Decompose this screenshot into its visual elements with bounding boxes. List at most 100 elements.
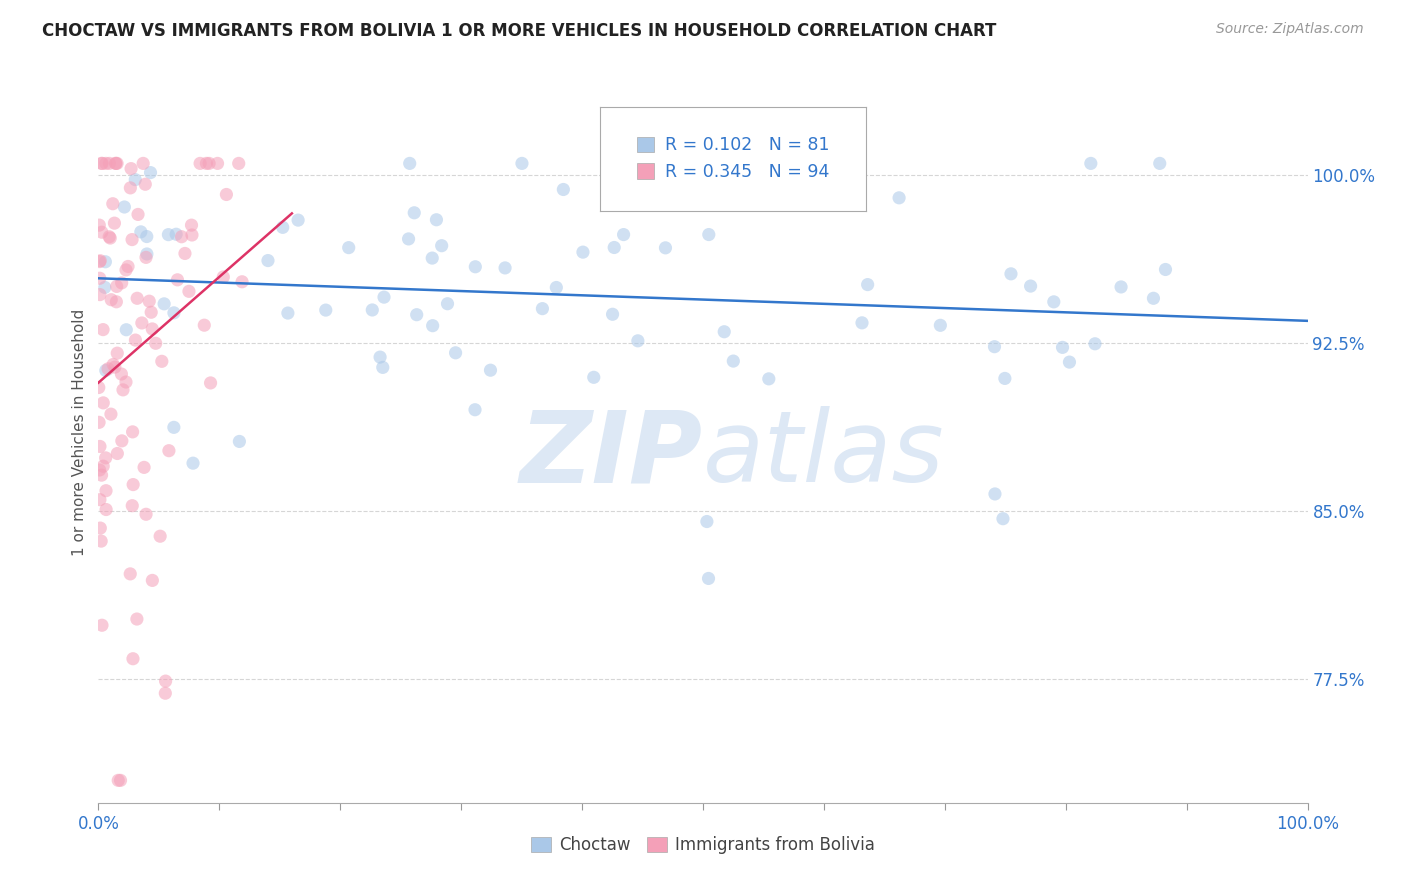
Point [89,254,111,268]
Point [1043,294,1066,309]
Point [405,308,427,322]
Point [697,227,720,242]
Point [127,291,149,305]
Text: atlas: atlas [703,407,945,503]
Point [404,206,426,220]
Point [124,172,146,186]
Point [89,492,111,507]
Point [174,246,197,260]
Point [89,253,111,268]
Point [287,213,309,227]
Point [94,502,117,516]
Point [127,207,149,221]
Point [851,316,873,330]
Point [105,346,128,360]
Point [198,156,221,170]
Point [94,450,117,465]
Point [228,156,250,170]
Text: CHOCTAW VS IMMIGRANTS FROM BOLIVIA 1 OR MORE VEHICLES IN HOUSEHOLD CORRELATION C: CHOCTAW VS IMMIGRANTS FROM BOLIVIA 1 OR … [42,22,997,40]
Point [215,187,238,202]
Point [546,280,568,294]
Point [105,156,128,170]
Point [425,212,447,227]
Point [257,253,280,268]
Point [141,305,163,319]
Point [112,200,135,214]
Point [89,463,111,477]
Point [141,322,163,336]
Point [135,229,157,244]
Point [887,191,910,205]
Point [110,367,132,381]
Point [100,293,122,307]
Point [100,407,122,421]
Point [91,459,114,474]
Point [180,218,202,232]
Point [464,402,486,417]
Point [1149,156,1171,170]
Point [758,372,780,386]
Point [181,227,204,242]
Point [125,612,148,626]
Point [373,290,395,304]
Point [94,363,117,377]
Point [120,161,142,176]
Point [141,574,163,588]
Point [87,380,110,394]
Point [654,241,676,255]
Point [572,245,595,260]
Point [132,460,155,475]
Point [602,307,624,321]
Point [723,354,745,368]
Point [165,227,187,242]
Point [121,499,143,513]
Point [166,273,188,287]
Point [90,225,112,239]
Point [104,156,127,170]
Point [121,233,143,247]
Point [193,318,215,333]
Point [135,247,157,261]
Point [157,443,180,458]
Point [368,350,391,364]
Point [111,434,134,448]
Point [697,571,720,585]
Point [139,165,162,179]
Point [94,483,117,498]
Point [436,297,458,311]
Point [91,396,114,410]
Point [135,251,157,265]
Point [710,182,733,196]
Point [444,346,467,360]
Point [89,440,111,454]
Point [105,279,128,293]
Point [603,240,626,254]
Point [1052,340,1074,354]
Point [163,306,186,320]
Point [231,275,253,289]
Point [713,325,735,339]
Point [155,674,177,689]
Point [582,370,605,384]
Point [89,287,111,301]
Point [422,318,444,333]
Point [90,156,112,170]
Point [157,227,180,242]
Point [103,216,125,230]
Point [398,232,420,246]
Point [138,294,160,309]
Y-axis label: 1 or more Vehicles in Household: 1 or more Vehicles in Household [72,309,87,557]
Point [153,297,176,311]
Point [98,156,121,170]
Point [89,521,111,535]
Point [1080,156,1102,170]
Point [983,340,1005,354]
Point [91,323,114,337]
Point [145,336,167,351]
Point [371,360,394,375]
Point [104,360,127,375]
Point [101,196,124,211]
Point [90,468,112,483]
Point [212,270,235,285]
Point [89,218,111,232]
